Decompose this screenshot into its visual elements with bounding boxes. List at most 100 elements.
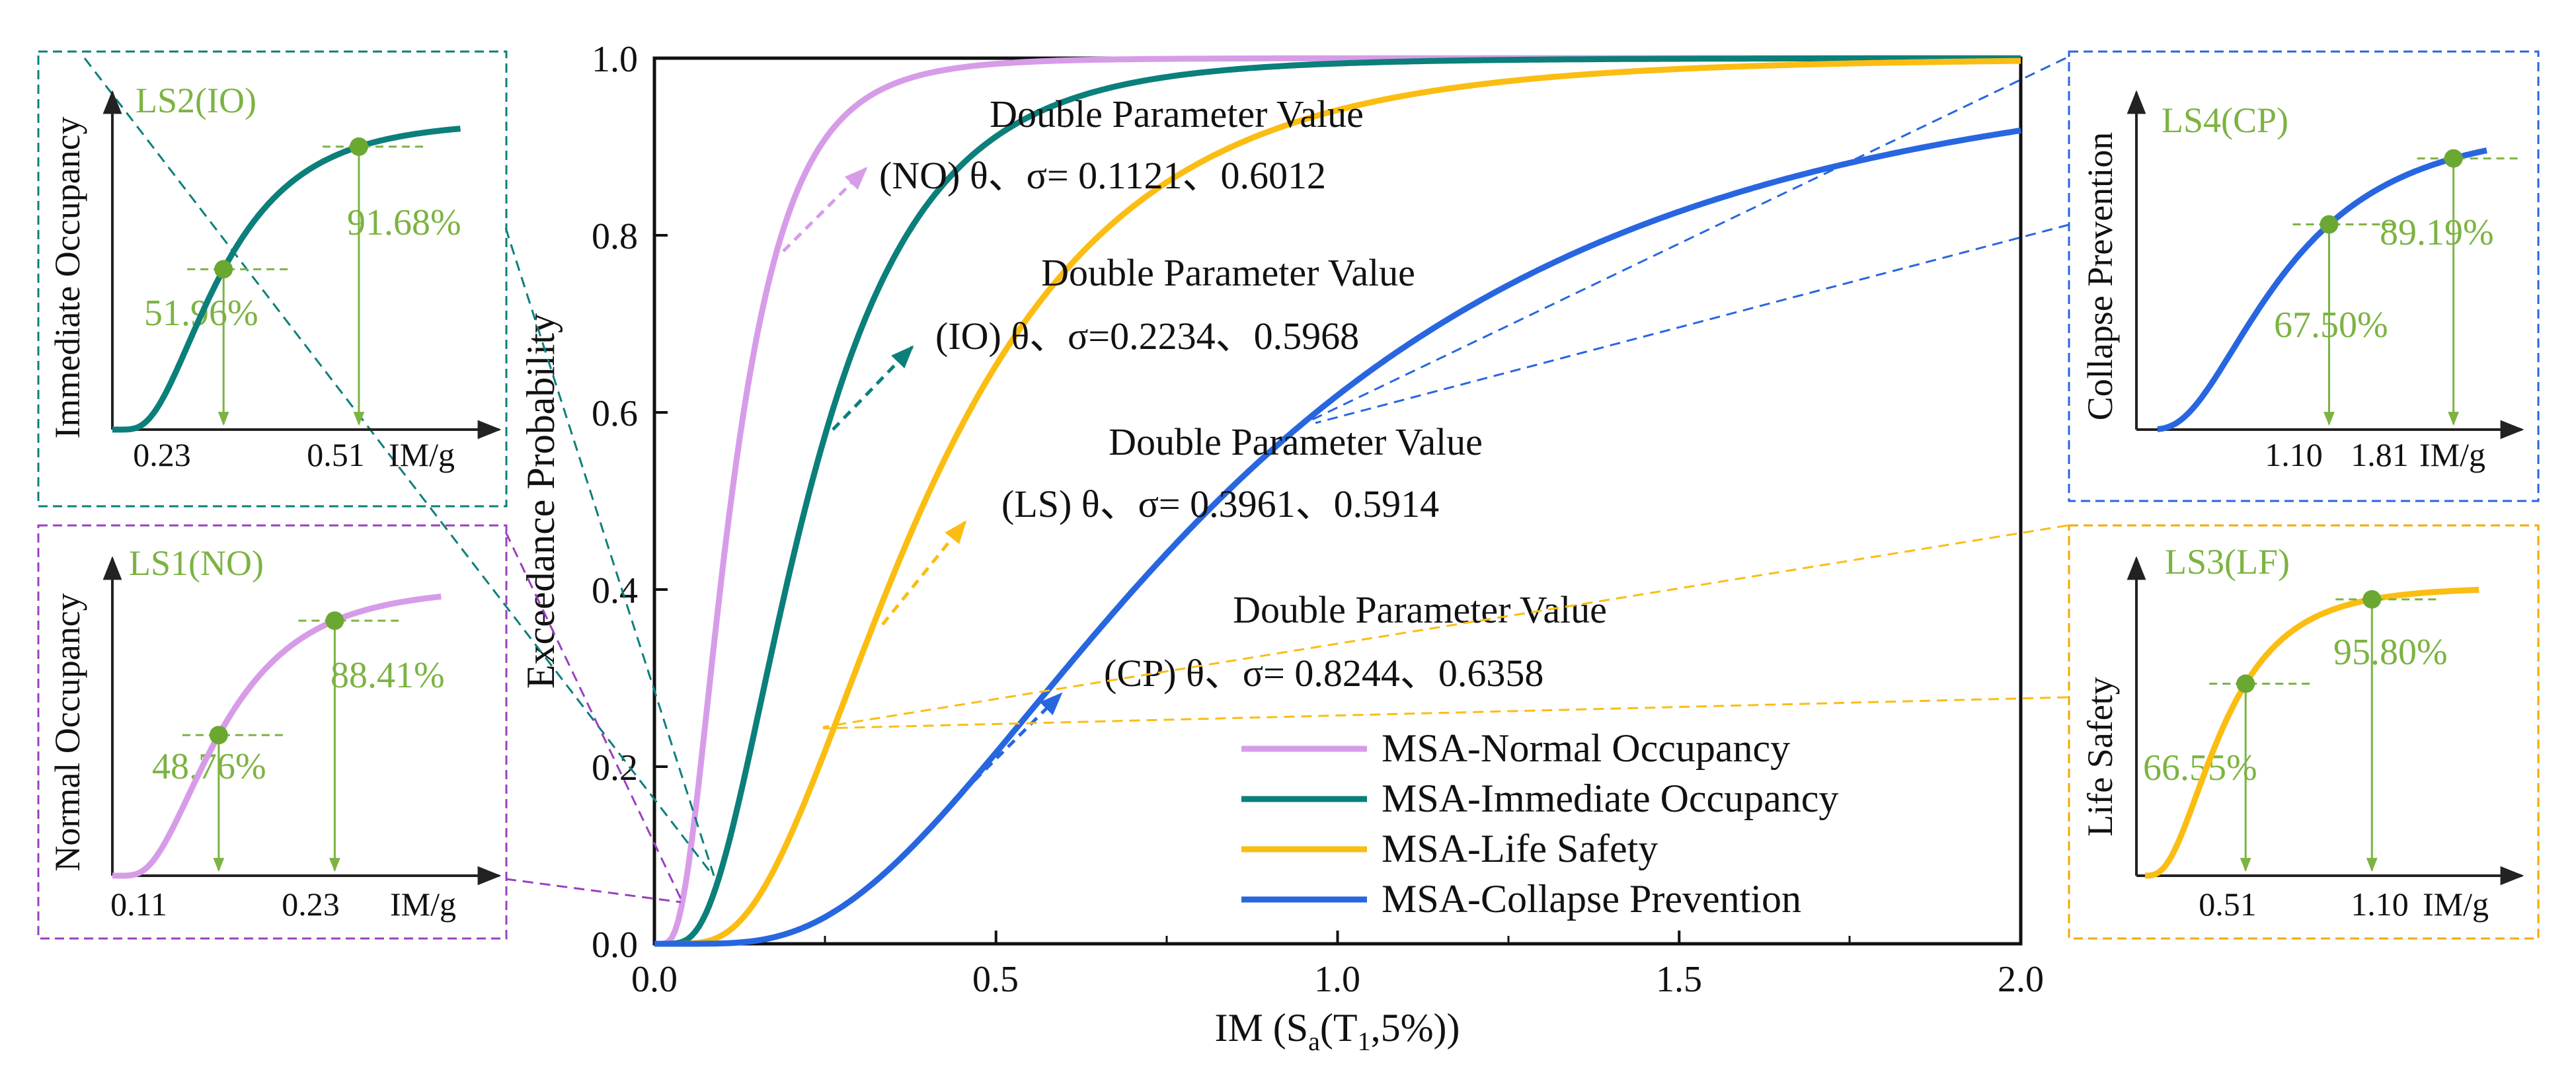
connector-cp	[1315, 223, 2070, 424]
inset-frame	[37, 524, 508, 940]
annotation-params: (LS) θ、σ= 0.3961、0.5914	[1001, 482, 1439, 525]
y-tick-label: 1.0	[592, 39, 638, 80]
connector-lf	[822, 696, 2068, 730]
legend-item-cp: MSA-Collapse Prevention	[1241, 877, 1801, 921]
y-tick-label: 0.6	[592, 393, 638, 434]
annotation-io: Double Parameter Value (IO) θ、σ=0.2234、0…	[935, 251, 1415, 358]
inset-xlabel: IM/g	[389, 436, 455, 473]
connector-io	[504, 227, 715, 876]
inset-pct-label: 89.19%	[2380, 212, 2494, 253]
inset-ylabel: Normal Occupancy	[48, 593, 87, 871]
x-axis-title: IM (Sa(T1,5%))	[1214, 1006, 1460, 1056]
annotation-ls: Double Parameter Value (LS) θ、σ= 0.3961、…	[1001, 420, 1483, 525]
inset-tick-label: 0.23	[133, 436, 191, 473]
inset-curve-io	[112, 126, 461, 433]
x-tick-label: 1.5	[1656, 959, 1702, 1000]
series-line-io	[654, 55, 2021, 947]
x-axis: 0.0 0.5 1.0 1.5 2.0 IM (Sa(T1,5%))	[631, 931, 2044, 1056]
inset-pct-label: 95.80%	[2333, 632, 2448, 673]
x-axis-title-sub-1: 1	[1358, 1026, 1371, 1056]
inset-pct-label: 88.41%	[331, 655, 445, 696]
inset-point-marker	[2362, 590, 2382, 609]
annotation-arrow-io	[832, 345, 914, 431]
x-tick-label: 2.0	[1998, 959, 2044, 1000]
series-line-cp	[654, 127, 2021, 947]
annotation-arrow-ls	[881, 520, 967, 626]
inset-point-marker	[2236, 674, 2255, 693]
inset-tick-label: 1.10	[2351, 886, 2409, 923]
inset-ylabel: Immediate Occupancy	[48, 116, 87, 438]
legend: MSA-Normal Occupancy MSA-Immediate Occup…	[1241, 726, 1838, 921]
x-axis-title-tail: ,5%))	[1371, 1006, 1460, 1050]
inset-tick-label: 0.23	[282, 886, 340, 923]
inset-ylabel: Life Safety	[2080, 677, 2120, 836]
y-axis-title: Exceedance Probability	[519, 313, 563, 689]
inset-curve-no	[112, 593, 442, 879]
inset-xlabel: IM/g	[2423, 886, 2489, 923]
annotation-title: Double Parameter Value	[1041, 251, 1415, 294]
inset-tick-label: 1.81	[2351, 436, 2409, 473]
x-axis-title-mid: (T	[1320, 1006, 1358, 1050]
legend-label-io: MSA-Immediate Occupancy	[1382, 777, 1838, 820]
main-chart: 0.0 0.5 1.0 1.5 2.0 IM (Sa(T1,5%)) 0.0 0…	[519, 39, 2044, 1056]
inset-point-marker	[209, 726, 228, 745]
y-tick-label: 0.8	[592, 216, 638, 257]
annotation-title: Double Parameter Value	[990, 93, 1364, 135]
inset-tick-label: 0.11	[110, 886, 167, 923]
inset-point-marker	[325, 611, 344, 631]
inset-point-marker	[2320, 215, 2339, 234]
legend-label-no: MSA-Normal Occupancy	[1382, 726, 1790, 770]
inset-frame	[2068, 50, 2540, 502]
inset-tick-label: 0.51	[307, 436, 365, 473]
x-axis-title-main: IM (S	[1214, 1006, 1308, 1050]
legend-item-no: MSA-Normal Occupancy	[1241, 726, 1790, 770]
annotation-arrow-cp	[951, 692, 1063, 804]
legend-item-io: MSA-Immediate Occupancy	[1241, 777, 1838, 820]
inset-frame	[2068, 524, 2540, 940]
inset-pct-label: 91.68%	[347, 202, 461, 243]
inset-title: LS3(LF)	[2165, 542, 2290, 582]
inset-connectors	[83, 57, 2070, 903]
inset-title: LS4(CP)	[2162, 100, 2288, 140]
inset-point-marker	[214, 260, 233, 279]
inset-cp: Collapse Prevention LS4(CP) 1.10 1.81 IM…	[2068, 50, 2540, 502]
y-axis: 0.0 0.2 0.4 0.6 0.8 1.0 Exceedance Proba…	[519, 39, 668, 966]
inset-tick-label: 1.10	[2265, 436, 2323, 473]
annotation-title: Double Parameter Value	[1233, 588, 1607, 631]
x-axis-title-sub-a: a	[1308, 1026, 1320, 1056]
connector-no	[505, 878, 682, 903]
legend-label-ls: MSA-Life Safety	[1382, 827, 1658, 870]
x-tick-label: 0.5	[972, 959, 1019, 1000]
inset-frame	[37, 50, 508, 508]
annotation-params: (CP) θ、σ= 0.8244、0.6358	[1104, 652, 1543, 695]
annotation-no: Double Parameter Value (NO) θ、σ= 0.1121、…	[879, 93, 1364, 197]
inset-no: Normal Occupancy LS1(NO) 0.11 0.23 IM/g …	[37, 524, 508, 940]
inset-io: Immediate Occupancy LS2(IO) 0.23 0.51 IM…	[37, 50, 508, 508]
inset-point-marker	[349, 137, 368, 156]
annotation-params: (NO) θ、σ= 0.1121、0.6012	[879, 154, 1326, 197]
connector-cp	[1311, 57, 2066, 421]
connector-lf	[822, 524, 2068, 728]
inset-tick-label: 0.51	[2199, 886, 2257, 923]
annotation-cp: Double Parameter Value (CP) θ、σ= 0.8244、…	[1104, 588, 1607, 695]
x-tick-label: 1.0	[1314, 959, 1360, 1000]
legend-label-cp: MSA-Collapse Prevention	[1382, 877, 1801, 921]
inset-plots	[102, 90, 2524, 886]
inset-curve-lf	[2144, 586, 2479, 879]
annotation-title: Double Parameter Value	[1109, 420, 1483, 463]
inset-title: LS2(IO)	[136, 81, 256, 120]
inset-ylabel: Collapse Prevention	[2080, 132, 2120, 420]
inset-xlabel: IM/g	[2419, 436, 2485, 473]
series-line-ls	[654, 57, 2021, 947]
inset-pct-label: 67.50%	[2274, 305, 2388, 346]
inset-curve-cp	[2157, 147, 2487, 432]
inset-title: LS1(NO)	[129, 543, 264, 583]
annotation-arrows	[782, 167, 1063, 804]
inset-xlabel: IM/g	[390, 886, 456, 923]
annotation-params: (IO) θ、σ=0.2234、0.5968	[935, 315, 1359, 358]
y-tick-label: 0.4	[592, 570, 638, 611]
main-curves	[654, 55, 2021, 947]
y-tick-label: 0.0	[592, 925, 638, 966]
inset-point-marker	[2444, 149, 2463, 168]
